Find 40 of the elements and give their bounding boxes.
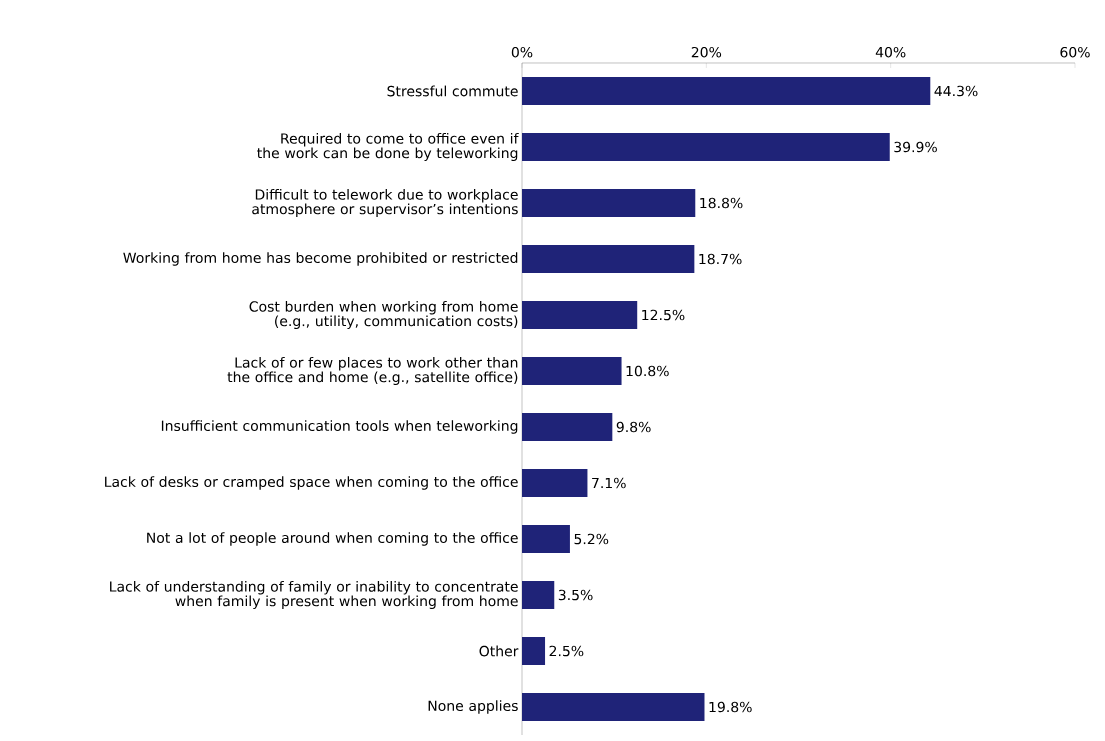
bar [522,188,696,217]
bar [522,692,705,721]
y-tick-label: Stressful commute [387,85,518,97]
bar [522,580,555,609]
x-tick-label: 40% [875,46,906,58]
data-label: 12.5% [642,309,685,321]
y-tick-label: Lack of desks or cramped space when coming to the office [105,476,518,490]
data-label: 18.7% [699,253,742,265]
bar [522,412,613,441]
bar [522,132,890,161]
x-tick-label: 20% [691,46,722,58]
data-label: 7.1% [592,477,626,489]
y-tick-label: Required to come to office even if the work can be done by teleworking [257,132,519,162]
bar [522,76,931,105]
y-tick-label: Insufficient communication tools when teleworking [161,420,518,434]
data-label: 3.5% [558,589,593,601]
bar [522,637,546,665]
bar [522,524,570,553]
y-tick-label: Cost burden when working from home (e.g., utility, communication costs) [249,300,518,330]
data-label: 10.8% [626,365,669,377]
y-tick-label: Working from home has become prohibited or restricted [123,252,518,266]
y-tick-label: Difficult to telework due to workplace atmosphere or supervisor’s intentions [252,188,518,218]
data-label: 2.5% [549,645,584,657]
data-label: 39.9% [894,141,937,153]
data-label: 18.8% [700,197,743,209]
y-tick-label: Lack of understanding of family or inability to concentrate when family is present when working from home [110,580,518,610]
bar [522,468,588,497]
bar [522,356,622,385]
data-label: 9.8% [616,421,651,433]
y-tick-label: Other [479,645,519,657]
x-tick-label: 60% [1060,46,1090,58]
data-label: 19.8% [709,701,752,713]
data-label: 44.3% [934,85,978,97]
y-tick-label: None applies [428,700,518,714]
y-tick-label: Not a lot of people around when coming to the office [147,532,518,546]
x-tick-label: 0% [511,46,533,58]
y-tick-label: Lack of or few places to work other than the office and home (e.g., satellite office) [227,356,518,386]
data-label: 5.2% [574,533,609,545]
bar [522,244,695,273]
bar [522,300,638,329]
